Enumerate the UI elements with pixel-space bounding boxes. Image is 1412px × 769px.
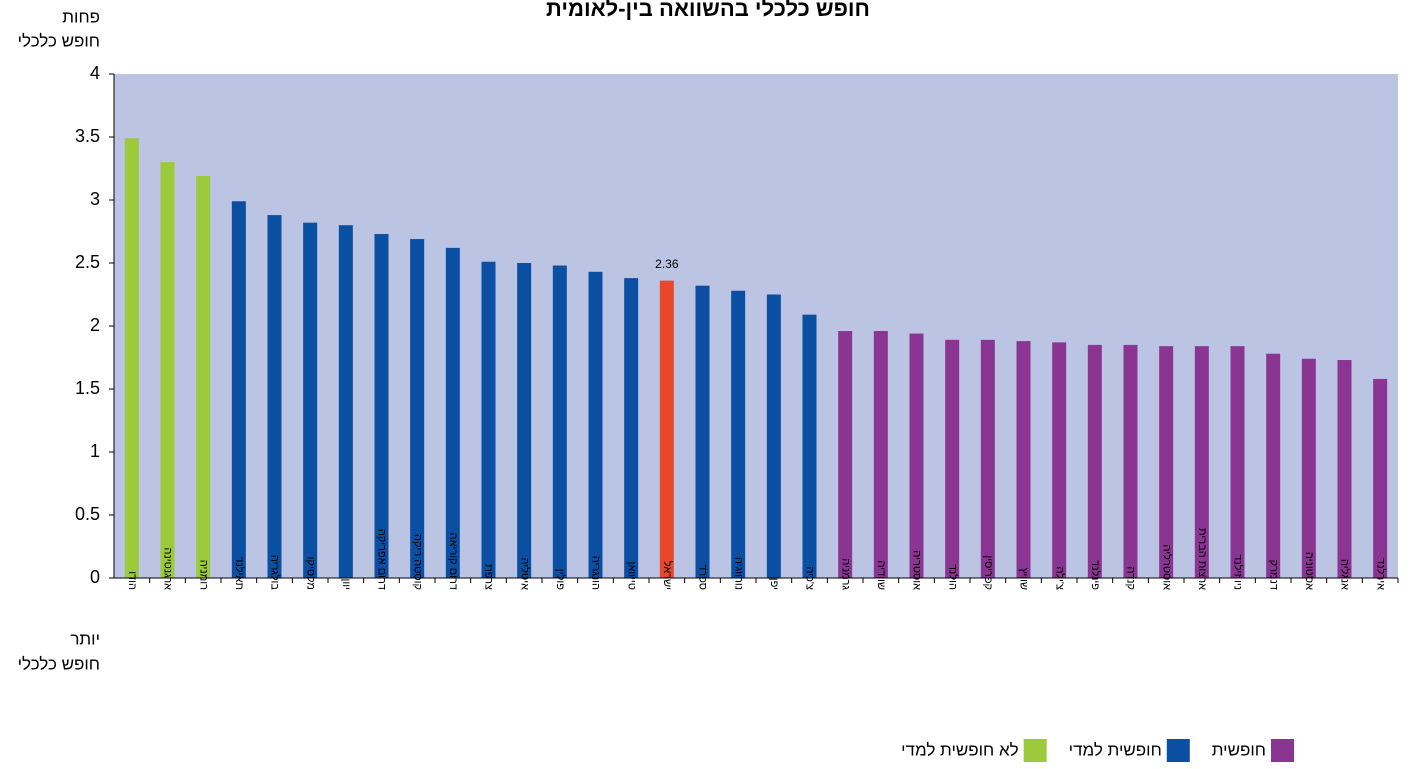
y-label-bottom: יותר	[70, 629, 100, 648]
x-tick-label: קוסטה ריקה	[411, 534, 423, 590]
x-tick-label: אירלנד	[1374, 558, 1387, 590]
bar	[802, 314, 817, 578]
bar	[1159, 346, 1174, 578]
bar	[588, 271, 603, 578]
x-tick-label: פינלנד	[1089, 560, 1102, 590]
y-tick-label: 1.5	[75, 378, 100, 398]
x-tick-label: קפריסין	[982, 555, 994, 590]
x-tick-label: תאילנד	[233, 556, 246, 590]
bar	[731, 290, 746, 578]
x-tick-label: מקסיקו	[304, 557, 316, 590]
x-tick-label: דנמרק	[1267, 560, 1279, 590]
data-label: 2.36	[655, 257, 679, 271]
x-tick-label: דרום אפריקה	[376, 529, 388, 590]
x-tick-label: יפן	[768, 578, 780, 590]
x-tick-label: אוסטרליה	[1160, 545, 1173, 591]
bar	[1230, 346, 1245, 578]
x-tick-label: רומניה	[197, 560, 209, 590]
bar	[945, 339, 960, 578]
bar	[1087, 344, 1102, 578]
legend-label: חופשית	[1212, 740, 1266, 759]
y-tick-label: 0	[90, 567, 100, 587]
x-tick-label: ניו זילנד	[1232, 554, 1245, 590]
x-tick-label: ספרד	[697, 564, 709, 590]
x-tick-label: ארצות הברית	[1196, 528, 1208, 590]
legend-swatch	[1023, 739, 1047, 762]
x-tick-label: דרום קוריאה	[447, 533, 459, 590]
bar	[267, 215, 282, 578]
x-tick-label: שוויץ	[1018, 568, 1030, 590]
bar	[1337, 360, 1352, 578]
plot-area	[114, 74, 1398, 578]
y-tick-label: 3	[90, 189, 100, 209]
bar	[1016, 341, 1031, 578]
bar	[1301, 358, 1316, 578]
bar	[196, 176, 211, 578]
x-tick-label: נורווגיה	[732, 557, 744, 590]
bar	[980, 339, 995, 578]
y-tick-label: 1	[90, 441, 100, 461]
x-tick-label: הולנד	[946, 564, 959, 590]
legend-label: חופשית למדי	[1069, 740, 1162, 759]
bar	[873, 331, 888, 578]
x-tick-label: ארגנטינה	[162, 548, 174, 591]
y-tick-label: 3.5	[75, 126, 100, 146]
x-tick-label: אנגליה	[1339, 559, 1352, 590]
x-tick-label: אסטוניה	[1303, 552, 1315, 590]
bar	[1123, 344, 1138, 578]
legend-swatch	[1271, 739, 1294, 762]
bar	[303, 222, 318, 578]
y-label-bottom: חופש כלכלי	[18, 654, 100, 673]
x-tick-label: בולגריה	[269, 555, 282, 591]
legend-label: לא חופשית למדי	[901, 740, 1019, 759]
bar	[517, 263, 532, 578]
x-tick-label: ישראל	[661, 561, 674, 590]
x-tick-label: יוון	[340, 579, 352, 590]
y-tick-label: 4	[90, 63, 100, 83]
y-label-top: פחות	[62, 7, 100, 26]
x-tick-label: צרפת	[483, 564, 495, 590]
x-tick-label: אוסטריה	[911, 550, 923, 590]
x-tick-label: פולין	[554, 569, 567, 590]
bar	[695, 285, 710, 578]
bar	[410, 239, 425, 578]
bar	[1373, 378, 1388, 578]
bar	[231, 201, 246, 578]
bar	[909, 333, 924, 578]
bar	[659, 280, 674, 578]
bar	[624, 278, 639, 578]
x-tick-label: הודו	[126, 571, 138, 590]
bar	[124, 138, 139, 578]
y-label-top: חופש כלכלי	[18, 31, 100, 50]
bar	[1266, 353, 1281, 578]
x-tick-label: טייוואן	[625, 562, 637, 590]
y-tick-label: 0.5	[75, 504, 100, 524]
y-tick-label: 2	[90, 315, 100, 335]
bar	[552, 265, 567, 578]
x-tick-label: שוודיה	[875, 561, 887, 590]
x-tick-label: גרמניה	[839, 558, 851, 590]
bar	[374, 234, 389, 578]
x-tick-label: הונגריה	[590, 556, 602, 590]
bar	[1052, 342, 1067, 578]
bar	[445, 247, 460, 578]
x-tick-label: איטליה	[518, 558, 531, 590]
bar	[1194, 346, 1209, 578]
bar	[838, 331, 853, 578]
bar	[766, 294, 781, 578]
bar	[481, 261, 496, 578]
bar	[160, 162, 175, 578]
y-tick-label: 2.5	[75, 252, 100, 272]
bar	[338, 225, 353, 578]
chart-title: חופש כלכלי בהשוואה בין-לאומית	[546, 0, 870, 21]
legend-swatch	[1166, 739, 1190, 762]
